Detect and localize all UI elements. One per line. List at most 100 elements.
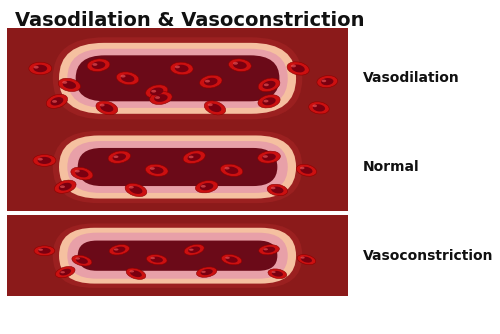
Ellipse shape — [228, 59, 252, 71]
Ellipse shape — [263, 247, 275, 253]
Ellipse shape — [60, 271, 65, 273]
Ellipse shape — [150, 167, 155, 170]
Ellipse shape — [200, 185, 206, 188]
Ellipse shape — [56, 267, 75, 278]
Ellipse shape — [205, 80, 210, 82]
Ellipse shape — [292, 64, 305, 72]
Ellipse shape — [200, 269, 213, 275]
Ellipse shape — [196, 181, 218, 193]
Ellipse shape — [154, 94, 168, 102]
Text: Vasodilation: Vasodilation — [362, 71, 460, 85]
FancyBboxPatch shape — [53, 223, 302, 288]
Ellipse shape — [175, 65, 188, 72]
Ellipse shape — [267, 184, 287, 196]
Ellipse shape — [92, 63, 98, 66]
Ellipse shape — [322, 79, 326, 82]
Ellipse shape — [300, 257, 304, 259]
Ellipse shape — [313, 104, 325, 112]
FancyBboxPatch shape — [78, 240, 278, 271]
FancyBboxPatch shape — [78, 148, 278, 186]
Ellipse shape — [34, 246, 55, 256]
Text: Normal: Normal — [362, 160, 419, 174]
Bar — [7, 28, 348, 128]
Ellipse shape — [264, 84, 269, 86]
Ellipse shape — [62, 81, 67, 84]
Ellipse shape — [262, 154, 276, 161]
Ellipse shape — [262, 81, 276, 89]
Ellipse shape — [52, 100, 57, 103]
FancyBboxPatch shape — [53, 131, 302, 203]
Ellipse shape — [155, 96, 160, 99]
FancyBboxPatch shape — [53, 37, 302, 119]
Ellipse shape — [200, 183, 213, 190]
Ellipse shape — [74, 170, 80, 172]
Ellipse shape — [188, 156, 194, 158]
Ellipse shape — [150, 88, 164, 96]
Ellipse shape — [225, 167, 238, 174]
Ellipse shape — [76, 258, 80, 260]
Ellipse shape — [113, 246, 126, 253]
Ellipse shape — [264, 100, 268, 103]
Ellipse shape — [38, 157, 52, 164]
Ellipse shape — [201, 271, 206, 273]
Ellipse shape — [258, 95, 280, 108]
Text: Vasodilation & Vasoconstriction: Vasodilation & Vasoconstriction — [16, 11, 365, 30]
Bar — [7, 215, 348, 296]
Ellipse shape — [300, 167, 312, 174]
Ellipse shape — [308, 102, 329, 114]
Ellipse shape — [63, 81, 76, 89]
Ellipse shape — [222, 255, 242, 265]
FancyBboxPatch shape — [68, 49, 288, 108]
Ellipse shape — [130, 270, 134, 273]
Ellipse shape — [208, 104, 222, 112]
FancyBboxPatch shape — [68, 141, 288, 193]
Ellipse shape — [125, 183, 147, 197]
Ellipse shape — [287, 62, 309, 75]
Ellipse shape — [150, 167, 164, 174]
Ellipse shape — [150, 257, 155, 259]
Ellipse shape — [72, 255, 92, 266]
Ellipse shape — [92, 61, 106, 69]
Ellipse shape — [183, 151, 205, 164]
Ellipse shape — [112, 153, 126, 161]
Ellipse shape — [34, 65, 47, 72]
Ellipse shape — [263, 155, 268, 158]
Ellipse shape — [175, 65, 180, 68]
Ellipse shape — [34, 66, 38, 68]
Ellipse shape — [100, 104, 104, 107]
Ellipse shape — [291, 64, 296, 67]
FancyBboxPatch shape — [59, 136, 296, 198]
Ellipse shape — [126, 268, 146, 280]
Ellipse shape — [76, 258, 88, 264]
Ellipse shape — [258, 151, 280, 163]
Ellipse shape — [33, 155, 56, 166]
Ellipse shape — [60, 269, 71, 276]
Ellipse shape — [317, 75, 338, 88]
Ellipse shape — [220, 164, 243, 176]
Ellipse shape — [296, 164, 316, 176]
Ellipse shape — [200, 75, 222, 88]
Ellipse shape — [264, 248, 268, 250]
Ellipse shape — [129, 186, 134, 189]
Ellipse shape — [38, 158, 43, 161]
Ellipse shape — [271, 186, 283, 193]
Ellipse shape — [233, 61, 246, 69]
Ellipse shape — [226, 257, 237, 263]
Ellipse shape — [46, 94, 68, 108]
Ellipse shape — [225, 257, 230, 259]
Ellipse shape — [130, 270, 142, 277]
Ellipse shape — [114, 248, 118, 250]
Ellipse shape — [271, 187, 276, 189]
Ellipse shape — [114, 155, 118, 158]
Ellipse shape — [108, 151, 130, 163]
Ellipse shape — [58, 183, 72, 191]
Ellipse shape — [258, 245, 280, 255]
Ellipse shape — [196, 267, 217, 277]
Ellipse shape — [60, 185, 65, 188]
Ellipse shape — [58, 78, 80, 92]
Ellipse shape — [268, 269, 286, 279]
Ellipse shape — [204, 78, 218, 86]
Ellipse shape — [188, 153, 201, 161]
Ellipse shape — [298, 255, 316, 265]
Text: Vasoconstriction: Vasoconstriction — [362, 249, 493, 263]
